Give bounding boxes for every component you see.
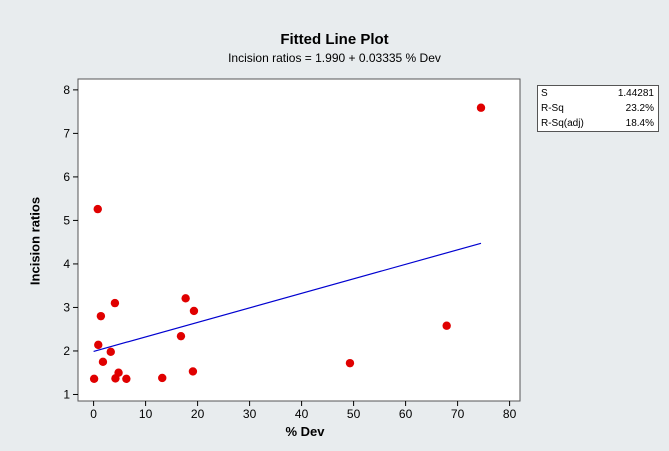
x-axis-label: % Dev bbox=[285, 424, 325, 439]
x-tick-label: 30 bbox=[243, 407, 257, 421]
stat-value: 18.4% bbox=[625, 118, 654, 129]
y-tick-label: 7 bbox=[63, 126, 70, 140]
data-point bbox=[176, 331, 186, 341]
y-tick-label: 1 bbox=[63, 387, 70, 401]
stat-row-rsq: R-Sq 23.2% bbox=[538, 101, 658, 116]
stat-label: R-Sq bbox=[541, 103, 564, 114]
data-point bbox=[96, 311, 106, 321]
x-tick-label: 80 bbox=[503, 407, 517, 421]
x-tick-label: 50 bbox=[347, 407, 361, 421]
stat-value: 23.2% bbox=[625, 103, 654, 114]
stat-label: R-Sq(adj) bbox=[541, 118, 584, 129]
x-tick-label: 20 bbox=[191, 407, 205, 421]
data-point bbox=[188, 367, 198, 376]
fitted-line bbox=[93, 242, 482, 352]
data-point bbox=[122, 374, 131, 384]
data-point bbox=[106, 347, 115, 357]
x-tick-label: 60 bbox=[399, 407, 413, 421]
stat-value: 1.44281 bbox=[617, 88, 654, 99]
data-point bbox=[114, 368, 123, 377]
y-tick-label: 5 bbox=[63, 213, 70, 227]
data-point bbox=[189, 306, 199, 316]
y-tick-label: 2 bbox=[63, 344, 70, 358]
data-point bbox=[94, 340, 103, 350]
y-axis-label: Incision ratios bbox=[27, 196, 43, 286]
x-tick-label: 70 bbox=[451, 407, 465, 421]
stat-row-s: S 1.44281 bbox=[538, 86, 658, 101]
data-point bbox=[476, 103, 486, 112]
plot-area bbox=[77, 78, 521, 402]
stat-label: S bbox=[541, 88, 548, 99]
y-tick-label: 3 bbox=[63, 300, 70, 314]
x-tick-label: 40 bbox=[295, 407, 309, 421]
data-point bbox=[181, 294, 190, 303]
y-tick-label: 4 bbox=[63, 257, 70, 271]
data-point bbox=[89, 374, 99, 384]
data-point bbox=[442, 321, 451, 330]
data-point bbox=[345, 358, 355, 368]
chart-subtitle: Incision ratios = 1.990 + 0.03335 % Dev bbox=[228, 51, 441, 65]
data-point bbox=[110, 298, 120, 308]
data-point bbox=[158, 373, 167, 383]
data-point bbox=[93, 204, 102, 214]
stat-row-rsq-adj: R-Sq(adj) 18.4% bbox=[538, 116, 658, 131]
data-point bbox=[98, 357, 108, 367]
x-tick-label: 0 bbox=[90, 407, 97, 421]
x-tick-label: 10 bbox=[139, 407, 153, 421]
y-tick-label: 8 bbox=[63, 83, 70, 97]
stats-box: S 1.44281 R-Sq 23.2% R-Sq(adj) 18.4% bbox=[537, 85, 659, 132]
chart-title: Fitted Line Plot bbox=[280, 31, 389, 48]
y-tick-label: 6 bbox=[63, 170, 70, 184]
